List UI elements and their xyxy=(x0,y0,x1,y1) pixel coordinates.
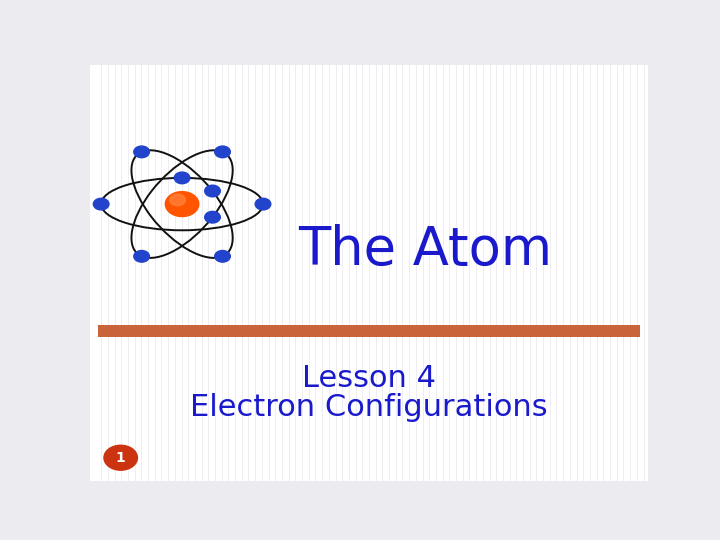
Text: 1: 1 xyxy=(116,451,125,465)
Circle shape xyxy=(204,211,220,223)
Text: Lesson 4: Lesson 4 xyxy=(302,364,436,393)
Text: The Atom: The Atom xyxy=(298,224,552,276)
Circle shape xyxy=(134,146,150,158)
Circle shape xyxy=(166,192,199,217)
Circle shape xyxy=(215,251,230,262)
Circle shape xyxy=(174,172,190,184)
FancyBboxPatch shape xyxy=(84,60,654,485)
Text: Electron Configurations: Electron Configurations xyxy=(190,393,548,422)
Circle shape xyxy=(255,198,271,210)
Circle shape xyxy=(204,185,220,197)
Circle shape xyxy=(104,446,138,470)
Bar xyxy=(99,325,639,337)
Circle shape xyxy=(170,194,186,206)
Circle shape xyxy=(134,251,150,262)
Circle shape xyxy=(215,146,230,158)
Circle shape xyxy=(94,198,109,210)
